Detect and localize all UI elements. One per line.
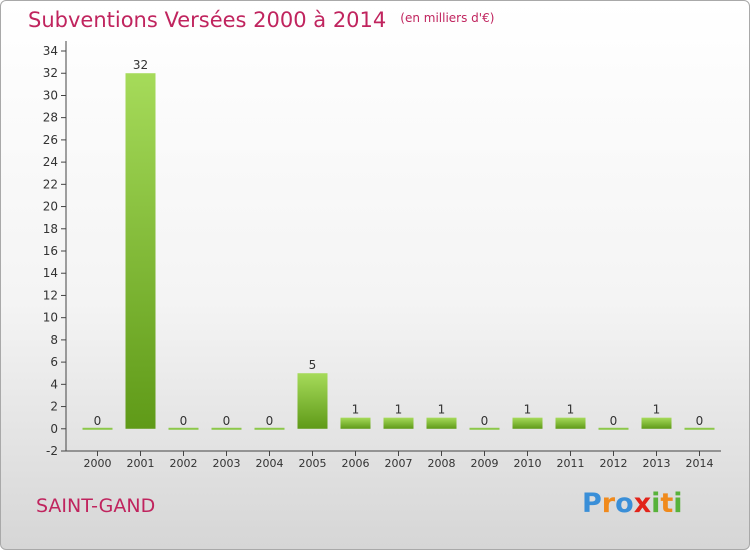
data-label: 32 [133, 58, 148, 72]
y-tick-label: 8 [50, 333, 58, 347]
bar [125, 73, 156, 429]
y-tick-label: 18 [43, 222, 58, 236]
x-tick-label: 2014 [686, 457, 714, 470]
y-tick-label: 12 [43, 288, 58, 302]
data-label: 0 [610, 414, 618, 428]
x-tick-label: 2013 [643, 457, 671, 470]
logo-letter: x [633, 488, 652, 519]
y-tick-label: 14 [43, 266, 58, 280]
title-text: Subventions Versées 2000 à 2014 [28, 8, 387, 32]
x-tick-label: 2001 [127, 457, 155, 470]
x-tick-label: 2004 [256, 457, 284, 470]
y-tick-label: 2 [50, 400, 58, 414]
x-tick-label: 2012 [600, 457, 628, 470]
bar [254, 427, 285, 430]
y-tick-label: 22 [43, 177, 58, 191]
x-tick-label: 2009 [471, 457, 499, 470]
bar [297, 373, 328, 429]
logo-letter: t [660, 488, 674, 519]
x-tick-label: 2010 [514, 457, 542, 470]
x-tick-label: 2006 [342, 457, 370, 470]
x-tick-label: 2005 [299, 457, 327, 470]
data-label: 1 [567, 403, 575, 417]
bar [598, 427, 629, 430]
y-tick-label: 10 [43, 311, 58, 325]
bar [211, 427, 242, 430]
data-label: 1 [395, 403, 403, 417]
data-label: 0 [266, 414, 274, 428]
data-label: 0 [696, 414, 704, 428]
y-tick-label: 30 [43, 88, 58, 102]
bar [684, 427, 715, 430]
data-label: 5 [309, 358, 317, 372]
bar [641, 417, 672, 429]
y-tick-label: 24 [43, 155, 58, 169]
x-tick-label: 2000 [84, 457, 112, 470]
y-tick-label: 26 [43, 133, 58, 147]
data-label: 0 [180, 414, 188, 428]
x-tick-label: 2008 [428, 457, 456, 470]
y-tick-label: 28 [43, 111, 58, 125]
x-tick-label: 2003 [213, 457, 241, 470]
proxiti-logo: Proxiti [582, 488, 683, 519]
y-tick-label: -2 [46, 444, 58, 458]
data-label: 0 [223, 414, 231, 428]
data-label: 1 [438, 403, 446, 417]
logo-letter: i [651, 488, 661, 519]
commune-name: SAINT-GAND [36, 495, 156, 517]
y-tick-label: 16 [43, 244, 58, 258]
logo-letter: o [615, 488, 634, 519]
chart-title: Subventions Versées 2000 à 2014 (en milli… [28, 8, 494, 32]
bar [340, 417, 371, 429]
bar [82, 427, 113, 430]
y-tick-label: 4 [50, 377, 58, 391]
y-tick-label: 32 [43, 66, 58, 80]
data-label: 1 [524, 403, 532, 417]
data-label: 1 [653, 403, 661, 417]
x-tick-label: 2002 [170, 457, 198, 470]
logo-letter: i [673, 488, 683, 519]
logo-letter: r [601, 488, 616, 519]
y-tick-label: 6 [50, 355, 58, 369]
bar [469, 427, 500, 430]
bar [426, 417, 457, 429]
bar [168, 427, 199, 430]
y-tick-label: 20 [43, 200, 58, 214]
bar [555, 417, 586, 429]
x-tick-label: 2011 [557, 457, 585, 470]
data-label: 1 [352, 403, 360, 417]
y-tick-label: 0 [50, 422, 58, 436]
data-label: 0 [94, 414, 102, 428]
logo-letter: P [582, 488, 602, 519]
data-label: 0 [481, 414, 489, 428]
unit-note: (en milliers d'€) [400, 11, 495, 25]
x-tick-label: 2007 [385, 457, 413, 470]
y-tick-label: 34 [43, 44, 58, 58]
bar [383, 417, 414, 429]
bar [512, 417, 543, 429]
